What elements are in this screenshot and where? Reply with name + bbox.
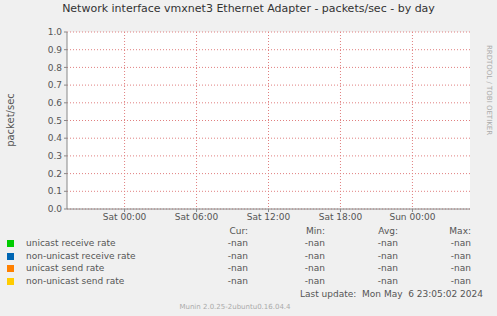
html-text:-nan: -nan xyxy=(304,263,325,274)
html-text:-nan: -nan xyxy=(227,276,248,287)
svg-text:0.5: 0.5 xyxy=(48,116,62,126)
html-text:Last update: Mon May 6 23:05:0: Last update: Mon May 6 23:05:02 2024 xyxy=(300,289,483,299)
html-text:Avg:: Avg: xyxy=(378,226,398,236)
html-text:-nan: -nan xyxy=(227,238,248,248)
html-text:Munin 2.0.25-2ubuntu0.16.04.4: Munin 2.0.25-2ubuntu0.16.04.4 xyxy=(179,303,291,311)
html-text:non-unicast receive rate: non-unicast receive rate xyxy=(26,250,136,261)
svg-text:Sat 00:00: Sat 00:00 xyxy=(103,212,147,222)
svg-text:Sat 18:00: Sat 18:00 xyxy=(319,212,363,222)
svg-text:Sat 06:00: Sat 06:00 xyxy=(175,212,219,222)
html-text:-nan: -nan xyxy=(450,263,471,274)
html-text:-nan: -nan xyxy=(450,250,471,261)
svg-text:0.9: 0.9 xyxy=(48,45,63,55)
html-text:-nan: -nan xyxy=(377,250,398,261)
svg-text:0.0: 0.0 xyxy=(48,204,63,214)
html-text:-nan: -nan xyxy=(377,263,398,274)
html-text:-nan: -nan xyxy=(450,276,471,287)
svg-text:0.4: 0.4 xyxy=(48,133,63,143)
html-text:Network interface vmxnet3 Ethe: Network interface vmxnet3 Ethernet Adapt… xyxy=(62,2,435,15)
html-text:Min:: Min: xyxy=(306,226,325,236)
html-text:unicast receive rate: unicast receive rate xyxy=(26,238,116,248)
html-text:packet/sec: packet/sec xyxy=(4,93,16,147)
html-text:Cur:: Cur: xyxy=(229,226,248,236)
html-text:RRDTOOL / TOBI OETIKER: RRDTOOL / TOBI OETIKER xyxy=(485,44,493,136)
svg-text:0.6: 0.6 xyxy=(48,98,63,108)
svg-text:Sat 12:00: Sat 12:00 xyxy=(247,212,291,222)
svg-text:0.1: 0.1 xyxy=(48,186,62,196)
html-text:-nan: -nan xyxy=(227,250,248,261)
svg-text:0.3: 0.3 xyxy=(48,151,62,161)
html-text:unicast send rate: unicast send rate xyxy=(26,263,105,274)
html-text:-nan: -nan xyxy=(377,276,398,287)
svg-text:0.2: 0.2 xyxy=(48,169,62,179)
html-text:-nan: -nan xyxy=(227,263,248,274)
svg-text:Sun 00:00: Sun 00:00 xyxy=(389,212,435,222)
html-text:non-unicast send rate: non-unicast send rate xyxy=(26,276,125,287)
html-text:-nan: -nan xyxy=(450,238,471,248)
svg-text:1.0: 1.0 xyxy=(48,27,63,37)
html-text:Max:: Max: xyxy=(449,226,471,236)
html-text:-nan: -nan xyxy=(304,238,325,248)
html-text:-nan: -nan xyxy=(304,250,325,261)
html-text:-nan: -nan xyxy=(377,238,398,248)
html-text:-nan: -nan xyxy=(304,276,325,287)
svg-text:0.8: 0.8 xyxy=(48,63,63,73)
svg-text:0.7: 0.7 xyxy=(48,80,62,90)
